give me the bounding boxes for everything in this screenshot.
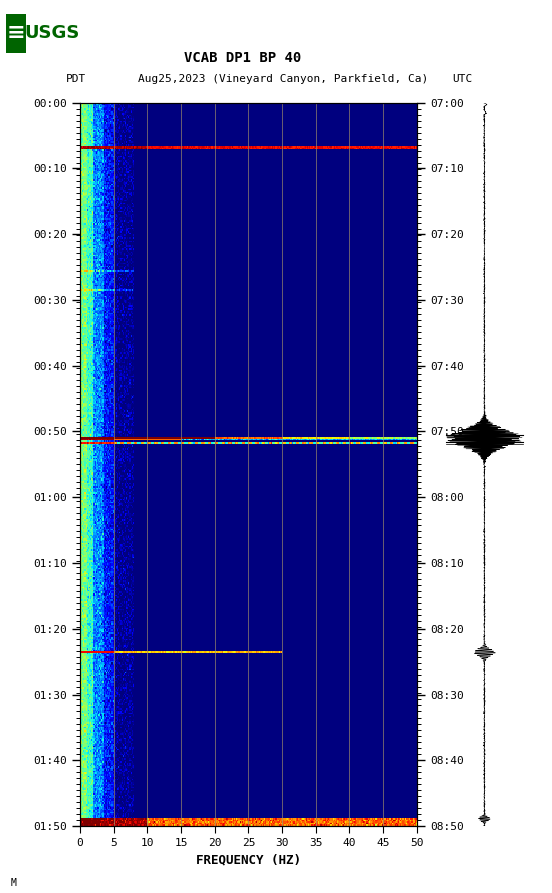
Text: Aug25,2023 (Vineyard Canyon, Parkfield, Ca): Aug25,2023 (Vineyard Canyon, Parkfield, … — [138, 73, 428, 84]
Text: UTC: UTC — [453, 73, 473, 84]
FancyBboxPatch shape — [6, 13, 25, 53]
X-axis label: FREQUENCY (HZ): FREQUENCY (HZ) — [196, 854, 301, 866]
Text: PDT: PDT — [66, 73, 87, 84]
Text: M: M — [11, 878, 17, 888]
Text: USGS: USGS — [24, 24, 80, 43]
Text: ≡: ≡ — [6, 23, 25, 44]
Text: VCAB DP1 BP 40: VCAB DP1 BP 40 — [184, 51, 301, 65]
